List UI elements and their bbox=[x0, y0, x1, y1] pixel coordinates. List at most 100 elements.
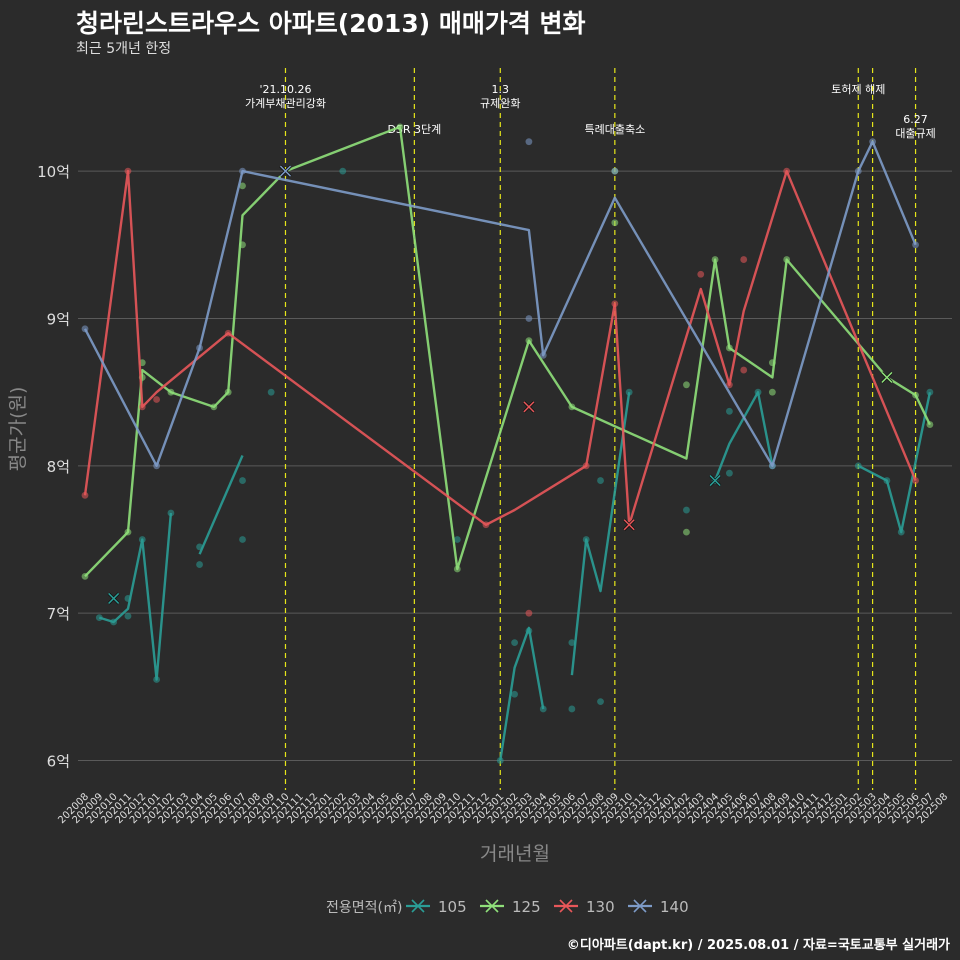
data-point bbox=[783, 256, 791, 263]
data-point bbox=[124, 167, 132, 175]
event-label: 특례대출축소 bbox=[584, 123, 645, 136]
data-point bbox=[138, 403, 146, 411]
source-caption: ©디아파트(dapt.kr) / 2025.08.01 / 자료=국토교통부 실… bbox=[566, 938, 950, 953]
series-140 bbox=[81, 138, 919, 470]
legend-item-140: 140 bbox=[628, 898, 689, 916]
data-point bbox=[224, 329, 232, 337]
y-axis-title: 평균가(원) bbox=[7, 387, 29, 472]
legend-label: 130 bbox=[586, 898, 615, 916]
data-point bbox=[539, 705, 547, 713]
event-label: '21.10.26 가계부채관리강화 bbox=[245, 83, 326, 110]
data-point bbox=[396, 123, 404, 131]
data-point bbox=[754, 388, 762, 396]
data-point bbox=[869, 138, 876, 146]
data-point bbox=[525, 627, 533, 635]
data-point bbox=[768, 388, 776, 396]
data-point bbox=[683, 506, 690, 514]
series-line bbox=[570, 392, 631, 676]
data-point bbox=[611, 300, 619, 308]
event-label: 토허제 해제 bbox=[831, 82, 885, 96]
data-point bbox=[726, 344, 733, 352]
data-point bbox=[582, 536, 590, 543]
data-point bbox=[239, 182, 246, 190]
data-point bbox=[568, 403, 576, 411]
data-point bbox=[153, 462, 161, 470]
data-point bbox=[525, 337, 533, 344]
data-point bbox=[339, 167, 347, 175]
series-130 bbox=[81, 167, 919, 617]
data-point bbox=[124, 612, 132, 620]
cross-marker bbox=[709, 474, 722, 487]
series-line bbox=[857, 391, 932, 534]
legend-label: 125 bbox=[512, 898, 541, 916]
data-point bbox=[153, 396, 161, 403]
data-point bbox=[740, 256, 748, 263]
data-point bbox=[81, 491, 89, 499]
data-point bbox=[224, 388, 232, 396]
legend-label: 140 bbox=[660, 898, 689, 916]
data-point bbox=[453, 536, 461, 543]
data-point bbox=[196, 561, 203, 568]
data-point bbox=[239, 477, 246, 484]
data-point bbox=[167, 509, 175, 517]
chart-subtitle: 최근 5개년 한정 bbox=[76, 41, 172, 57]
y-tick-label: 6억 bbox=[47, 753, 70, 771]
data-point bbox=[138, 536, 146, 543]
data-point bbox=[453, 565, 461, 573]
data-point bbox=[239, 241, 246, 249]
data-point bbox=[726, 407, 733, 415]
event-label: 6.27 대출규제 bbox=[895, 113, 935, 140]
data-point bbox=[568, 705, 576, 713]
series-line bbox=[84, 125, 931, 578]
data-point bbox=[783, 167, 791, 175]
y-tick-label: 8억 bbox=[47, 458, 70, 476]
legend-item-125: 125 bbox=[480, 898, 541, 916]
data-point bbox=[124, 595, 132, 602]
data-point bbox=[525, 315, 533, 322]
legend-item-105: 105 bbox=[406, 898, 467, 916]
data-point bbox=[525, 609, 533, 617]
data-point bbox=[726, 469, 733, 477]
data-point bbox=[897, 528, 905, 536]
data-point bbox=[912, 391, 919, 399]
series-line bbox=[713, 391, 774, 482]
data-point bbox=[912, 241, 919, 249]
legend-title: 전용면적(㎡) bbox=[326, 900, 402, 916]
series-line bbox=[198, 455, 244, 555]
data-point bbox=[153, 676, 161, 683]
data-point bbox=[597, 477, 604, 484]
data-point bbox=[768, 359, 776, 367]
data-point bbox=[167, 388, 175, 396]
y-tick-label: 9억 bbox=[47, 310, 70, 328]
cross-marker bbox=[880, 371, 893, 384]
legend-item-130: 130 bbox=[554, 898, 615, 916]
data-point bbox=[611, 167, 619, 175]
series-line bbox=[499, 626, 545, 761]
data-point bbox=[239, 167, 246, 175]
data-point bbox=[482, 521, 490, 529]
data-point bbox=[124, 528, 132, 536]
cross-marker bbox=[623, 518, 636, 531]
data-point bbox=[582, 462, 590, 470]
data-point bbox=[854, 167, 862, 175]
chart-title: 청라린스트라우스 아파트(2013) 매매가격 변화 bbox=[76, 9, 586, 38]
data-point bbox=[81, 572, 89, 580]
data-point bbox=[267, 388, 275, 396]
data-point bbox=[926, 388, 934, 396]
data-point bbox=[740, 366, 748, 374]
data-point bbox=[210, 403, 218, 411]
data-point bbox=[239, 536, 246, 543]
data-point bbox=[768, 462, 776, 470]
data-point bbox=[597, 698, 604, 705]
legend-label: 105 bbox=[438, 898, 467, 916]
data-point bbox=[854, 462, 862, 470]
data-point bbox=[539, 351, 547, 359]
event-label: 1.3 규제완화 bbox=[480, 83, 520, 110]
cross-marker bbox=[279, 165, 292, 178]
data-point bbox=[926, 421, 934, 428]
data-point bbox=[683, 381, 690, 389]
data-point bbox=[110, 618, 118, 626]
data-point bbox=[496, 757, 504, 764]
